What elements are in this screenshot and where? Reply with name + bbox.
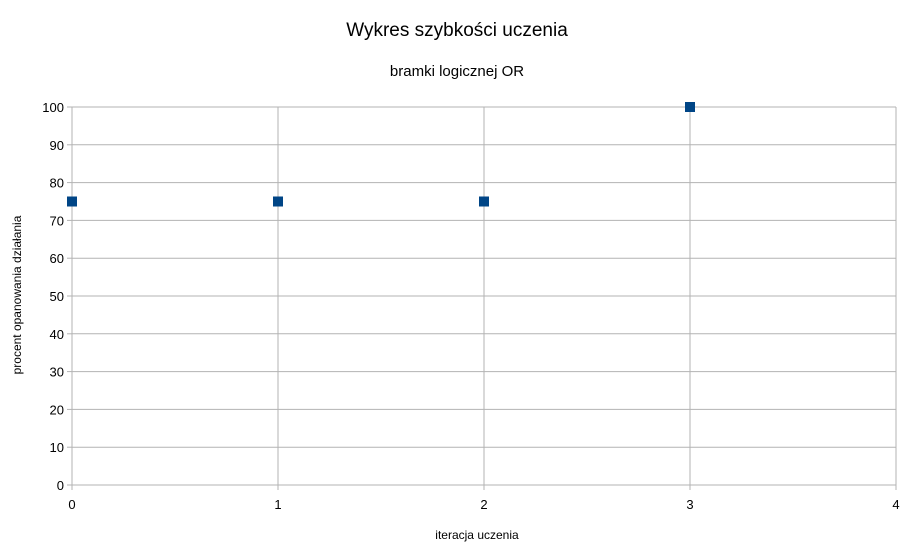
data-points bbox=[67, 102, 695, 207]
y-tick-label: 0 bbox=[57, 478, 64, 493]
data-point bbox=[685, 102, 695, 112]
y-tick-labels: 0 10 20 30 40 50 60 70 80 90 100 bbox=[42, 100, 64, 493]
data-point bbox=[67, 196, 77, 207]
chart-title: Wykres szybkości uczenia bbox=[346, 20, 568, 41]
axes bbox=[67, 106, 897, 490]
data-point bbox=[273, 196, 283, 207]
y-tick-label: 20 bbox=[50, 402, 64, 417]
y-tick-label: 40 bbox=[50, 327, 64, 342]
x-tick-label: 1 bbox=[274, 497, 281, 512]
grid-lines bbox=[71, 106, 897, 486]
x-tick-label: 4 bbox=[892, 497, 899, 512]
x-tick-label: 0 bbox=[68, 497, 75, 512]
y-tick-label: 100 bbox=[42, 100, 64, 115]
x-tick-label: 3 bbox=[686, 497, 693, 512]
y-tick-label: 60 bbox=[50, 251, 64, 266]
y-tick-label: 90 bbox=[50, 138, 64, 153]
y-tick-label: 30 bbox=[50, 365, 64, 380]
y-tick-label: 70 bbox=[50, 213, 64, 228]
y-tick-label: 50 bbox=[50, 289, 64, 304]
data-point bbox=[479, 196, 489, 207]
x-tick-labels: 0 1 2 3 4 bbox=[68, 497, 899, 512]
y-tick-label: 10 bbox=[50, 440, 64, 455]
chart-subtitle: bramki logicznej OR bbox=[389, 63, 525, 80]
x-axis-label: iteracja uczenia bbox=[435, 528, 519, 542]
y-tick-label: 80 bbox=[50, 176, 64, 191]
x-tick-label: 2 bbox=[480, 497, 487, 512]
